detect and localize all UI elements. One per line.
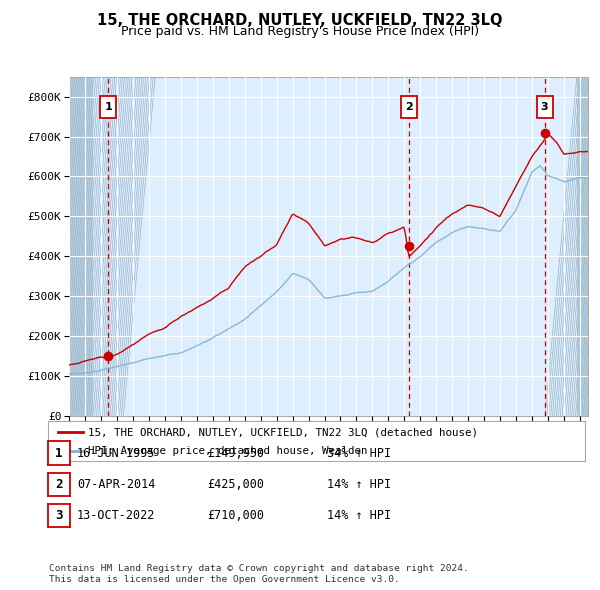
Text: This data is licensed under the Open Government Licence v3.0.: This data is licensed under the Open Gov…	[49, 575, 400, 584]
Text: 16-JUN-1995: 16-JUN-1995	[77, 447, 155, 460]
Text: 13-OCT-2022: 13-OCT-2022	[77, 509, 155, 522]
FancyBboxPatch shape	[100, 96, 116, 117]
FancyBboxPatch shape	[401, 96, 416, 117]
Text: HPI: Average price, detached house, Wealden: HPI: Average price, detached house, Weal…	[88, 447, 368, 456]
Text: 15, THE ORCHARD, NUTLEY, UCKFIELD, TN22 3LQ (detached house): 15, THE ORCHARD, NUTLEY, UCKFIELD, TN22 …	[88, 428, 478, 438]
Text: 34% ↑ HPI: 34% ↑ HPI	[327, 447, 391, 460]
Text: 15, THE ORCHARD, NUTLEY, UCKFIELD, TN22 3LQ: 15, THE ORCHARD, NUTLEY, UCKFIELD, TN22 …	[97, 13, 503, 28]
Text: £425,000: £425,000	[207, 478, 264, 491]
Text: 14% ↑ HPI: 14% ↑ HPI	[327, 509, 391, 522]
Text: £149,950: £149,950	[207, 447, 264, 460]
Text: 2: 2	[55, 478, 62, 491]
Text: 3: 3	[55, 509, 62, 522]
Text: 07-APR-2014: 07-APR-2014	[77, 478, 155, 491]
Bar	[69, 77, 93, 416]
Text: 1: 1	[55, 447, 62, 460]
Bar	[577, 77, 588, 416]
Text: £710,000: £710,000	[207, 509, 264, 522]
Text: 14% ↑ HPI: 14% ↑ HPI	[327, 478, 391, 491]
Text: 2: 2	[405, 101, 413, 112]
Text: 3: 3	[541, 101, 548, 112]
FancyBboxPatch shape	[536, 96, 553, 117]
Text: Price paid vs. HM Land Registry's House Price Index (HPI): Price paid vs. HM Land Registry's House …	[121, 25, 479, 38]
Text: 1: 1	[104, 101, 112, 112]
Text: Contains HM Land Registry data © Crown copyright and database right 2024.: Contains HM Land Registry data © Crown c…	[49, 565, 469, 573]
